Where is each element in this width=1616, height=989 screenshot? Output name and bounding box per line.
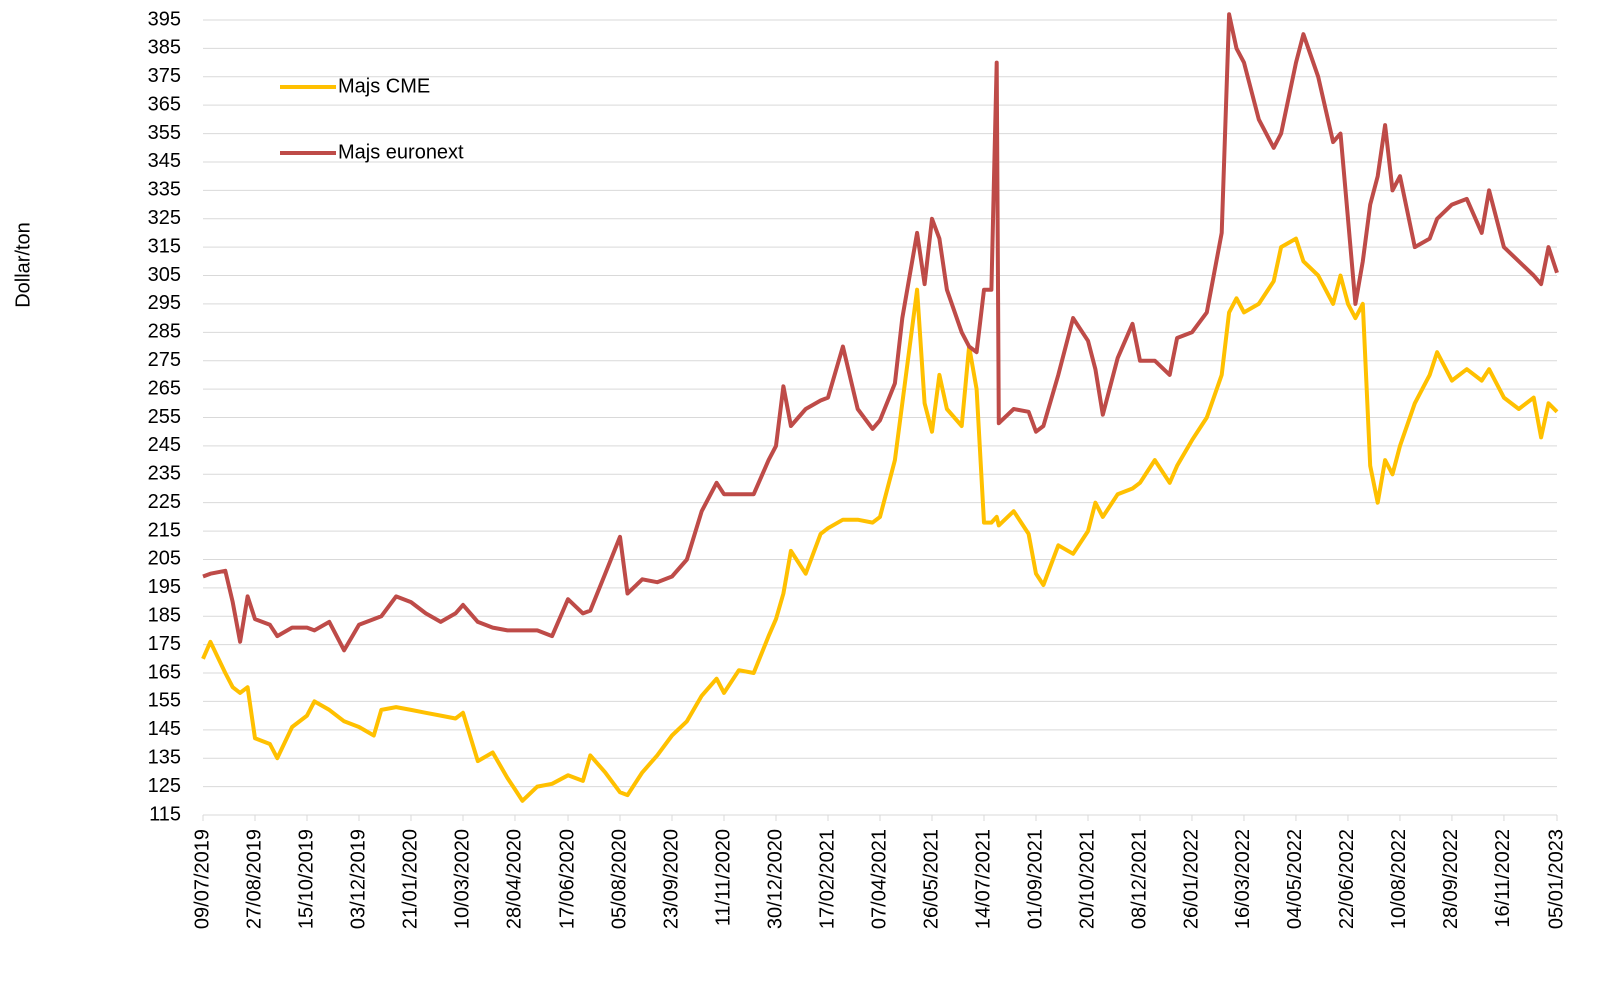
y-tick-label: 195 [148,576,181,598]
y-tick-label: 335 [148,179,181,201]
y-tick-label: 215 [148,519,181,541]
x-tick-label: 17/06/2020 [556,829,578,929]
y-tick-label: 355 [148,122,181,144]
y-tick-label: 165 [148,661,181,683]
x-tick-label: 08/12/2021 [1128,829,1150,929]
x-tick-label: 10/03/2020 [451,829,473,929]
y-tick-label: 395 [148,8,181,30]
x-tick-label: 15/10/2019 [295,829,317,929]
y-tick-label: 255 [148,406,181,428]
y-tick-label: 245 [148,434,181,456]
x-tick-label: 09/07/2019 [191,829,213,929]
y-tick-label: 185 [148,605,181,627]
x-tick-label: 28/09/2022 [1440,829,1462,929]
y-tick-label: 115 [149,803,181,825]
x-tick-label: 05/01/2023 [1545,829,1567,929]
y-tick-label: 325 [148,207,181,229]
y-tick-label: 205 [148,548,181,570]
y-tick-label: 375 [148,65,181,87]
x-tick-label: 30/12/2020 [764,829,786,929]
x-tick-label: 14/07/2021 [972,829,994,929]
data-line [201,236,1559,803]
y-tick-label: 365 [148,93,181,115]
y-tick-label: 305 [148,264,181,286]
x-tick-label: 11/11/2020 [712,829,734,926]
y-tick-label: 135 [148,746,181,768]
y-tick-label: 385 [148,37,181,59]
x-tick-label: 10/08/2022 [1388,829,1410,929]
y-tick-label: 315 [148,235,181,257]
x-tick-label: 17/02/2021 [816,829,838,929]
x-tick-label: 16/11/2022 [1492,829,1514,928]
y-tick-label: 275 [148,349,181,371]
legend-label: Majs CME [338,75,430,97]
y-tick-label: 225 [148,491,181,513]
x-tick-label: 20/10/2021 [1076,829,1098,929]
x-tick-label: 28/04/2020 [503,829,525,929]
y-tick-label: 345 [148,150,181,172]
y-tick-label: 295 [148,292,181,314]
y-tick-label: 145 [148,718,181,740]
x-tick-label: 26/01/2022 [1180,829,1202,929]
legend-label: Majs euronext [338,141,464,163]
x-tick-label: 01/09/2021 [1024,829,1046,929]
y-tick-label: 155 [148,690,181,712]
x-tick-label: 23/09/2020 [660,829,682,929]
x-tick-label: 04/05/2022 [1284,829,1306,929]
y-tick-label: 285 [148,321,181,343]
y-tick-label: 125 [148,775,181,797]
y-tick-label: 265 [148,377,181,399]
y-tick-label: 235 [148,463,181,485]
x-tick-label: 07/04/2021 [868,829,890,929]
x-tick-label: 05/08/2020 [608,829,630,929]
x-tick-label: 03/12/2019 [347,829,369,929]
data-line [202,12,1559,653]
x-tick-label: 26/05/2021 [920,829,942,929]
y-axis-title: Dollar/ton [12,222,34,308]
x-tick-label: 16/03/2022 [1232,829,1254,929]
x-tick-label: 22/06/2022 [1336,829,1358,929]
y-tick-label: 175 [148,633,181,655]
x-tick-label: 27/08/2019 [243,829,265,929]
x-tick-label: 21/01/2020 [399,829,421,929]
